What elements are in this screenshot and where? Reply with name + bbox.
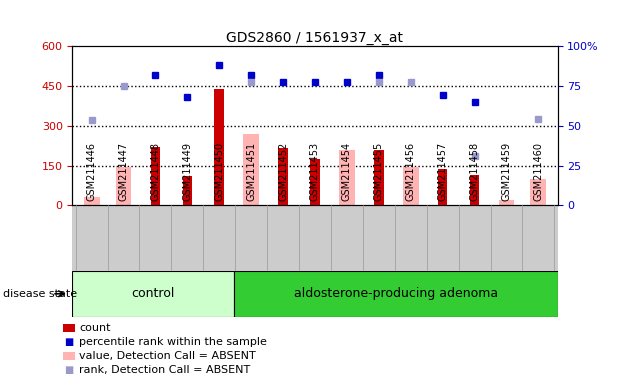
Bar — [530, 179, 546, 205]
Bar — [243, 134, 259, 205]
Bar — [339, 150, 355, 205]
Text: control: control — [132, 287, 175, 300]
Bar — [151, 147, 160, 205]
Text: ■: ■ — [64, 365, 74, 375]
Bar — [278, 148, 288, 205]
Bar — [310, 159, 320, 205]
Bar — [84, 197, 100, 205]
Bar — [214, 89, 224, 205]
Bar — [183, 176, 192, 205]
Title: GDS2860 / 1561937_x_at: GDS2860 / 1561937_x_at — [227, 31, 403, 45]
Text: disease state: disease state — [3, 289, 77, 299]
Text: percentile rank within the sample: percentile rank within the sample — [79, 337, 267, 347]
Text: aldosterone-producing adenoma: aldosterone-producing adenoma — [294, 287, 498, 300]
Bar — [403, 167, 419, 205]
Text: ■: ■ — [64, 337, 74, 347]
Text: value, Detection Call = ABSENT: value, Detection Call = ABSENT — [79, 351, 256, 361]
Bar — [72, 271, 234, 317]
Bar — [374, 150, 384, 205]
Bar — [115, 167, 132, 205]
Bar — [470, 175, 479, 205]
Text: rank, Detection Call = ABSENT: rank, Detection Call = ABSENT — [79, 365, 251, 375]
Text: count: count — [79, 323, 111, 333]
Bar — [498, 200, 515, 205]
Bar — [234, 271, 558, 317]
Bar — [438, 169, 447, 205]
